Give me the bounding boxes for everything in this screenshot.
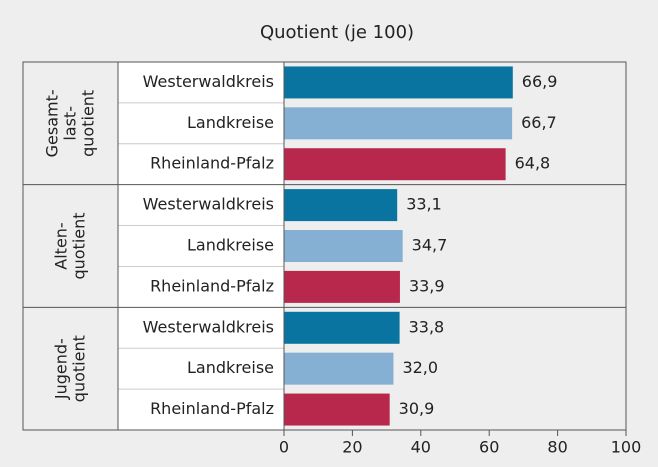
value-label: 30,9 (399, 399, 435, 418)
group-label: Alten-quotient (51, 212, 88, 279)
value-label: 33,9 (409, 276, 445, 295)
x-tick-label: 80 (547, 438, 567, 457)
row-label: Rheinland-Pfalz (150, 399, 274, 418)
group-label-line: Gesamt- (42, 89, 61, 157)
row-label: Rheinland-Pfalz (150, 276, 274, 295)
value-label: 64,8 (515, 154, 551, 173)
value-label: 34,7 (412, 236, 448, 255)
bar (284, 270, 400, 303)
label-panel (118, 62, 284, 430)
x-tick-label: 60 (479, 438, 499, 457)
x-tick-label: 40 (411, 438, 431, 457)
group-label-line: Alten- (51, 222, 70, 269)
row-label: Landkreise (187, 236, 274, 255)
group-label-line: quotient (69, 335, 88, 402)
x-tick-label: 0 (279, 438, 289, 457)
value-label: 32,0 (402, 358, 438, 377)
value-label: 33,8 (409, 317, 445, 336)
frame (22, 61, 627, 431)
row-label: Rheinland-Pfalz (150, 154, 274, 173)
row-label: Westerwaldkreis (143, 72, 274, 91)
bar (284, 66, 513, 99)
bar (284, 107, 513, 140)
value-label: 33,1 (406, 195, 442, 214)
bar (284, 393, 390, 426)
group-label: Jugend-quotient (51, 335, 88, 402)
row-label: Landkreise (187, 113, 274, 132)
bar (284, 230, 403, 262)
group-label-line: last- (60, 106, 79, 141)
group-label-line: Jugend- (51, 338, 70, 400)
x-tick-label: 20 (342, 438, 362, 457)
row-label: Westerwaldkreis (143, 195, 274, 214)
bar (284, 352, 394, 385)
bar (284, 189, 398, 222)
row-label: Landkreise (187, 358, 274, 377)
bar (284, 311, 400, 344)
value-label: 66,7 (521, 113, 557, 132)
value-label: 66,9 (522, 72, 558, 91)
group-label-line: quotient (69, 212, 88, 279)
x-tick-label: 100 (611, 438, 642, 457)
row-label: Westerwaldkreis (143, 317, 274, 336)
chart-title: Quotient (je 100) (260, 22, 414, 43)
bar (284, 148, 506, 181)
group-label: Gesamt-last-quotient (42, 89, 97, 157)
group-label-line: quotient (78, 90, 97, 157)
